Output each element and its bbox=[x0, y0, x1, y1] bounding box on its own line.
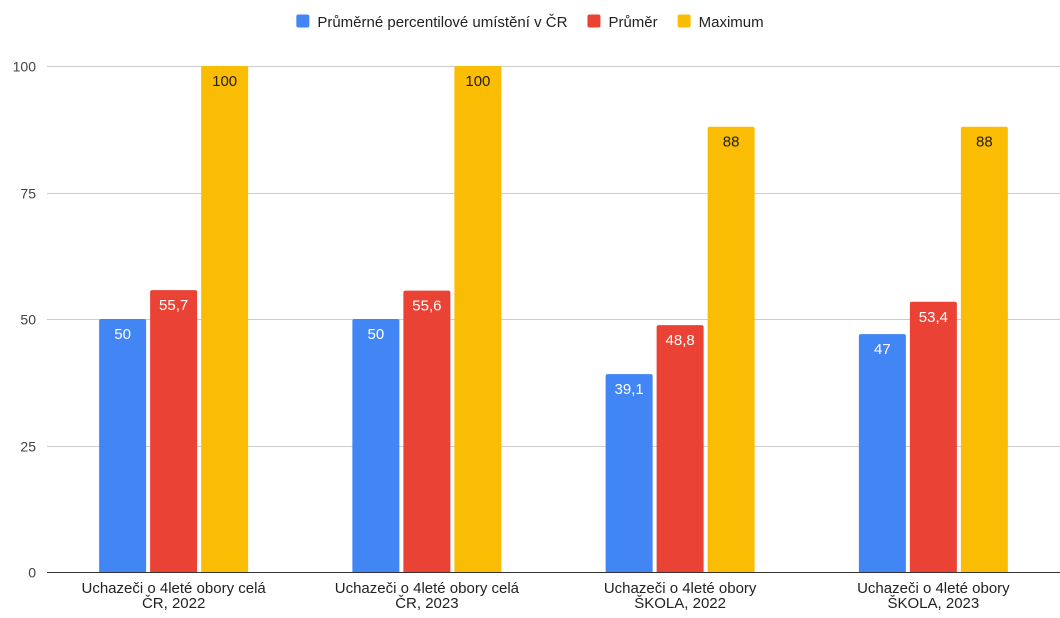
data-label: 39,1 bbox=[615, 381, 644, 398]
data-label: 55,7 bbox=[159, 297, 188, 314]
bar bbox=[858, 334, 906, 572]
y-tick-label: 0 bbox=[28, 565, 36, 581]
bar bbox=[960, 126, 1008, 572]
legend-swatch bbox=[587, 14, 601, 28]
bar bbox=[99, 319, 147, 572]
data-label: 100 bbox=[212, 73, 237, 90]
x-tick-label: ČR, 2023 bbox=[395, 595, 458, 612]
y-axis-ticks: 0 25 50 75 100 bbox=[13, 59, 37, 581]
data-labels: 50 55,7 100 50 55,6 100 39,1 48,8 88 47 53,4 88 bbox=[114, 73, 992, 398]
x-tick-label: Uchazeči o 4leté obory celá bbox=[81, 580, 266, 597]
data-label: 48,8 bbox=[666, 332, 695, 349]
bar bbox=[201, 66, 249, 572]
x-tick-label: Uchazeči o 4leté obory bbox=[857, 580, 1010, 597]
x-tick-label: ŠKOLA, 2022 bbox=[634, 595, 726, 612]
data-label: 53,4 bbox=[919, 309, 948, 326]
legend-label: Maximum bbox=[699, 14, 764, 31]
data-label: 88 bbox=[976, 134, 993, 151]
data-label: 47 bbox=[874, 341, 891, 358]
legend-label: Průměr bbox=[608, 14, 657, 31]
x-tick-label: Uchazeči o 4leté obory bbox=[604, 580, 757, 597]
data-label: 50 bbox=[114, 326, 131, 343]
y-tick-label: 100 bbox=[13, 59, 37, 75]
data-label: 50 bbox=[368, 326, 385, 343]
legend-swatch bbox=[677, 14, 691, 28]
bar bbox=[352, 319, 400, 572]
legend: Průměrné percentilové umístění v ČR Průmě… bbox=[296, 14, 764, 31]
bar bbox=[150, 290, 198, 572]
y-tick-label: 25 bbox=[20, 439, 36, 455]
data-label: 100 bbox=[465, 73, 490, 90]
data-label: 88 bbox=[723, 134, 740, 151]
bar bbox=[454, 66, 502, 572]
x-tick-label: Uchazeči o 4leté obory celá bbox=[335, 580, 520, 597]
gridlines bbox=[47, 66, 1060, 573]
x-tick-label: ČR, 2022 bbox=[142, 595, 205, 612]
bars bbox=[99, 66, 1008, 572]
bar bbox=[656, 325, 704, 572]
data-label: 55,6 bbox=[412, 298, 441, 315]
bar bbox=[909, 301, 957, 572]
legend-label: Průměrné percentilové umístění v ČR bbox=[317, 14, 567, 31]
legend-swatch bbox=[296, 14, 310, 28]
x-tick-label: ŠKOLA, 2023 bbox=[888, 595, 980, 612]
y-tick-label: 75 bbox=[20, 186, 36, 202]
y-tick-label: 50 bbox=[20, 312, 36, 328]
bar bbox=[403, 290, 451, 572]
bar bbox=[605, 374, 653, 572]
bar bbox=[707, 126, 755, 572]
